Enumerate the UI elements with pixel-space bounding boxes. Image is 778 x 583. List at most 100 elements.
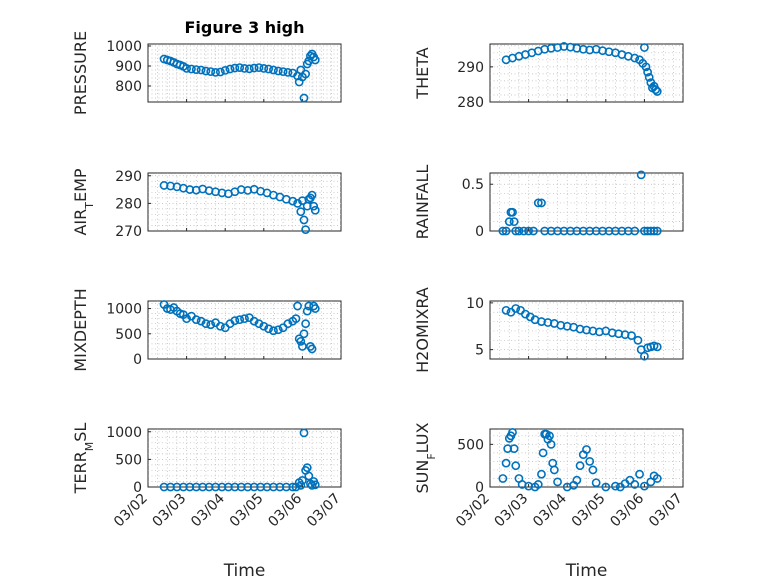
data-point [519,226,529,236]
data-point [545,431,554,441]
data-point [582,445,591,454]
y-axis-label: H2OMIXRA [413,287,432,373]
data-point [191,65,201,74]
data-point [244,64,254,74]
x-tick-label: 03/04 [530,490,570,530]
data-point [259,321,269,331]
data-point [206,67,216,76]
data-point [283,319,293,329]
data-point [630,226,640,236]
data-point [501,226,511,236]
data-point [652,342,662,352]
y-tick-label: 270 [115,224,142,240]
data-point [501,305,511,315]
data-series [501,304,662,361]
y-tick-label: 280 [115,196,142,212]
data-point [537,469,546,479]
data-point [643,67,653,77]
y-axis-label: MIXDEPTH [71,288,90,371]
data-point [310,205,320,215]
data-point [297,341,307,351]
x-axis-label: Time [565,561,608,581]
y-tick-label: 290 [115,169,142,185]
data-point [644,72,654,82]
data-point [533,198,543,208]
x-tick-label: 03/06 [265,490,305,530]
y-axis-label: PRESSURE [71,31,90,115]
y-tick-label: 5 [475,343,484,359]
data-point [633,335,643,345]
y-tick-label: 1000 [106,302,142,318]
y-tick-label: 1000 [106,425,142,441]
data-point [297,475,307,485]
data-point [504,217,514,227]
data-point [273,66,283,76]
data-point [206,320,216,330]
data-point [508,207,517,217]
y-tick-label: 280 [457,95,484,111]
x-tick-label: 03/03 [492,491,532,531]
data-series [501,42,662,96]
data-point [291,314,301,324]
data-point [296,336,306,346]
data-point [299,215,309,225]
x-tick-label: 03/07 [646,491,686,531]
x-tick-label: 03/03 [150,491,190,531]
data-point [215,67,225,77]
data-point [635,469,644,479]
data-point [652,474,662,483]
data-point [508,428,517,437]
data-series [159,181,320,235]
data-point [601,482,611,492]
data-point [269,65,278,75]
x-axis-label: Time [223,561,266,581]
data-point [524,226,533,236]
grid-lines [490,173,683,231]
data-point [302,306,312,316]
data-point [627,331,636,341]
data-point [652,87,662,96]
data-point [310,304,320,313]
data-point [249,316,259,326]
data-point [310,480,320,490]
data-point [640,481,649,491]
grid-lines [148,429,341,487]
data-point [220,66,230,75]
data-point [501,458,511,468]
data-point [549,465,559,475]
data-point [215,321,225,331]
subplot-air_temp: 270 280 290 AIRTEMP [71,168,342,240]
data-point [235,63,245,72]
data-point [640,43,649,52]
data-point [301,319,311,329]
data-point [630,480,640,489]
y-tick-label: 0 [475,224,484,240]
y-axis-label: THETA [413,47,432,99]
data-point [630,53,640,63]
subplot-rainfall: 0 0.5 RAINFALL [413,165,684,240]
data-point [299,93,309,103]
data-point [307,344,317,354]
y-tick-label: 0 [475,480,484,496]
data-point [196,65,206,75]
data-point [296,207,306,217]
data-point [533,480,543,489]
data-point [636,170,646,180]
data-point [302,463,312,473]
data-point [283,68,293,77]
data-point [201,66,211,76]
y-tick-label: 0.5 [462,177,484,193]
data-point [230,316,240,326]
data-series [159,49,320,103]
data-point [498,226,508,236]
subplot-h2omixra: 5 10 H2OMIXRA [413,287,684,373]
x-tick-label: 03/05 [227,491,267,531]
y-tick-label: 500 [457,437,484,453]
data-point [249,63,259,73]
y-tick-label: 1000 [106,39,142,55]
data-point [575,461,585,471]
data-point [264,324,274,334]
data-point [553,477,562,487]
